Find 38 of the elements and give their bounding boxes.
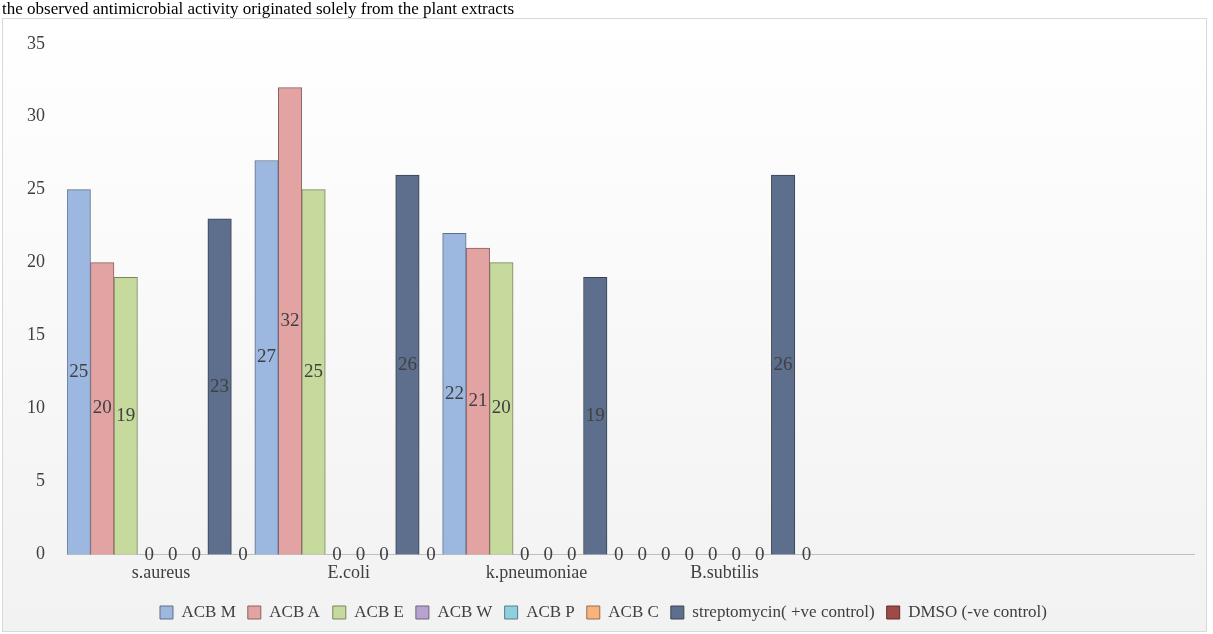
data-label: 19 xyxy=(585,403,605,425)
data-label: 0 xyxy=(614,543,624,565)
data-label: 20 xyxy=(92,396,112,418)
data-label: 23 xyxy=(210,374,230,396)
data-label: 25 xyxy=(304,360,324,382)
text: the observed antimicrobial activity originated solely from the plant extracts xyxy=(1,0,516,18)
data-label: 25 xyxy=(69,360,89,382)
data-label: 0 xyxy=(379,543,389,565)
data-label: 0 xyxy=(660,543,671,565)
legend-label: ACB W xyxy=(437,601,494,621)
legend-label: ACB A xyxy=(269,601,321,621)
data-label: 20 xyxy=(491,396,511,418)
data-label: 0 xyxy=(426,543,436,565)
y-tick-label: 5 xyxy=(36,470,45,491)
data-label: 26 xyxy=(773,352,793,374)
y-tick-label: 0 xyxy=(36,543,45,564)
data-label: 0 xyxy=(637,543,647,565)
data-label: 19 xyxy=(116,403,136,425)
legend-label: ACB M xyxy=(181,601,236,621)
data-label: 32 xyxy=(280,308,300,330)
y-tick-label: 35 xyxy=(27,32,45,53)
data-label: 26 xyxy=(397,352,417,374)
legend-label: ACB C xyxy=(608,601,659,621)
y-tick-label: 25 xyxy=(27,178,45,199)
legend-label: DMSO (-ve control) xyxy=(908,601,1048,621)
legend-label: ACB E xyxy=(354,601,404,621)
data-label: 22 xyxy=(444,381,464,403)
data-label: 0 xyxy=(191,543,201,565)
y-tick-label: 20 xyxy=(27,251,45,272)
y-tick-label: 15 xyxy=(27,324,45,345)
y-tick-label: 10 xyxy=(27,397,45,418)
y-tick-label: 30 xyxy=(27,105,45,126)
data-label: 0 xyxy=(238,543,248,565)
data-label: 0 xyxy=(801,543,812,565)
legend-label: streptomycin( +ve control) xyxy=(692,601,875,621)
legend-label: ACB P xyxy=(526,601,575,621)
data-label: 27 xyxy=(257,345,277,367)
data-label: 21 xyxy=(468,389,488,411)
